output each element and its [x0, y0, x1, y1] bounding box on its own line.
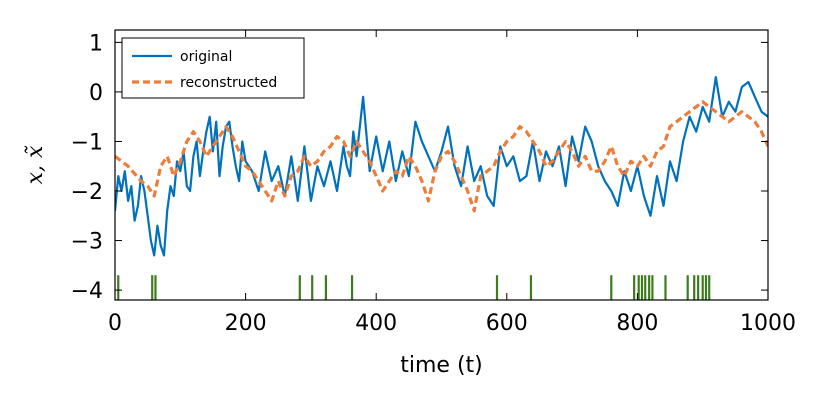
x-tick-label: 1000	[740, 311, 796, 336]
legend-label-original: original	[180, 49, 232, 65]
x-tick-label: 400	[355, 311, 397, 336]
y-tick-label: −3	[71, 230, 103, 255]
y-tick-label: −2	[71, 180, 103, 205]
x-tick-label: 200	[225, 311, 267, 336]
plot-frame	[114, 29, 769, 301]
series-line-original	[115, 75, 768, 257]
x-tick-label: 0	[108, 311, 122, 336]
y-tick-label: −1	[71, 130, 103, 155]
axes: 0 200 400 600 800 1000 1 0 −1 −2 −3 −4 time (t) x, x̃	[23, 29, 796, 378]
x-tick-label: 600	[486, 311, 528, 336]
x-tick-label: 800	[616, 311, 658, 336]
series-line-reconstructed	[115, 100, 768, 213]
y-tick-label: 1	[89, 31, 103, 56]
legend-label-reconstructed: reconstructed	[180, 75, 277, 91]
legend-box	[121, 37, 305, 99]
y-tick-label: 0	[89, 81, 103, 106]
y-tick-label: −4	[71, 279, 103, 304]
legend: original reconstructed	[121, 37, 305, 99]
x-axis-label: time (t)	[400, 353, 483, 378]
y-axis-label: x, x̃	[23, 145, 48, 184]
plot-area	[115, 75, 768, 300]
